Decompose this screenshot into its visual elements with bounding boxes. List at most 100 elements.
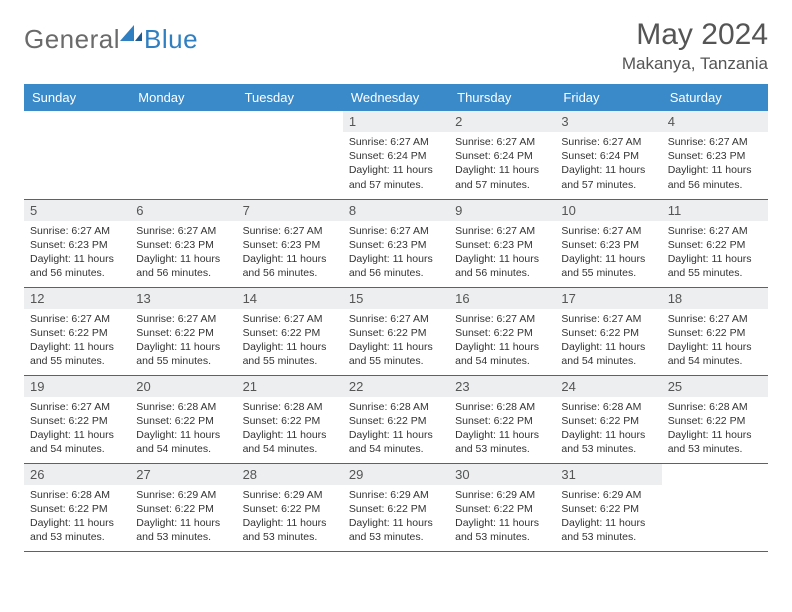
daylight-line: Daylight: 11 hours and 56 minutes.: [349, 253, 433, 279]
day-number: 14: [237, 288, 343, 309]
sunset-line: Sunset: 6:22 PM: [455, 327, 533, 339]
calendar-cell: 9Sunrise: 6:27 AMSunset: 6:23 PMDaylight…: [449, 199, 555, 287]
calendar-cell: 27Sunrise: 6:29 AMSunset: 6:22 PMDayligh…: [130, 463, 236, 551]
day-body: Sunrise: 6:27 AMSunset: 6:22 PMDaylight:…: [130, 309, 236, 375]
sunrise-line: Sunrise: 6:29 AM: [243, 489, 323, 501]
sunset-line: Sunset: 6:23 PM: [136, 239, 214, 251]
sunrise-line: Sunrise: 6:27 AM: [243, 225, 323, 237]
calendar-cell-empty: [662, 463, 768, 551]
day-body: Sunrise: 6:27 AMSunset: 6:22 PMDaylight:…: [555, 309, 661, 375]
title-block: May 2024 Makanya, Tanzania: [622, 18, 768, 74]
sunset-line: Sunset: 6:22 PM: [561, 503, 639, 515]
day-number: 29: [343, 464, 449, 485]
day-body: Sunrise: 6:27 AMSunset: 6:24 PMDaylight:…: [343, 132, 449, 198]
weekday-header: Tuesday: [237, 84, 343, 111]
day-body: Sunrise: 6:27 AMSunset: 6:23 PMDaylight:…: [24, 221, 130, 287]
sunrise-line: Sunrise: 6:28 AM: [455, 401, 535, 413]
calendar-cell: 28Sunrise: 6:29 AMSunset: 6:22 PMDayligh…: [237, 463, 343, 551]
daylight-line: Daylight: 11 hours and 53 minutes.: [243, 517, 327, 543]
day-number: 22: [343, 376, 449, 397]
sunrise-line: Sunrise: 6:28 AM: [243, 401, 323, 413]
day-number: 7: [237, 200, 343, 221]
calendar-cell: 13Sunrise: 6:27 AMSunset: 6:22 PMDayligh…: [130, 287, 236, 375]
day-body: Sunrise: 6:29 AM Sunset: 6:22 PM Daylight:…: [343, 485, 449, 551]
sunset-line: Sunset: 6:23 PM: [349, 239, 427, 251]
sunset-line: Sunset: 6:22 PM: [136, 503, 214, 515]
day-body: Sunrise: 6:27 AM Sunset: 6:22 PM Daylight:…: [24, 397, 130, 463]
sunrise-line: Sunrise: 6:27 AM: [668, 313, 748, 325]
day-number: 31: [555, 464, 661, 485]
sunrise-line: Sunrise: 6:29 AM: [349, 489, 429, 501]
sunset-line: Sunset: 6:22 PM: [30, 415, 108, 427]
sunset-line: Sunset: 6:22 PM: [349, 503, 427, 515]
sunrise-line: Sunrise: 6:27 AM: [349, 225, 429, 237]
calendar-row: 5Sunrise: 6:27 AMSunset: 6:23 PMDaylight…: [24, 199, 768, 287]
sunrise-line: Sunrise: 6:27 AM: [30, 225, 110, 237]
sunrise-line: Sunrise: 6:27 AM: [30, 313, 110, 325]
day-body: Sunrise: 6:27 AMSunset: 6:23 PMDaylight:…: [237, 221, 343, 287]
sunset-line: Sunset: 6:22 PM: [136, 415, 214, 427]
calendar-cell: 6Sunrise: 6:27 AMSunset: 6:23 PMDaylight…: [130, 199, 236, 287]
day-body: Sunrise: 6:27 AMSunset: 6:24 PMDaylight:…: [555, 132, 661, 198]
sunset-line: Sunset: 6:22 PM: [668, 415, 746, 427]
day-number: 25: [662, 376, 768, 397]
daylight-line: Daylight: 11 hours and 53 minutes.: [455, 517, 539, 543]
page: General Blue May 2024 Makanya, Tanzania …: [0, 0, 792, 562]
calendar-cell: 25Sunrise: 6:28 AMSunset: 6:22 PMDayligh…: [662, 375, 768, 463]
sunset-line: Sunset: 6:22 PM: [30, 327, 108, 339]
calendar-row: 19Sunrise: 6:27 AMSunset: 6:22 PMDayligh…: [24, 375, 768, 463]
day-number: 17: [555, 288, 661, 309]
daylight-line: Daylight: 11 hours and 54 minutes.: [561, 341, 645, 367]
weekday-header: Thursday: [449, 84, 555, 111]
sunrise-line: Sunrise: 6:27 AM: [668, 136, 748, 148]
calendar-cell: 4Sunrise: 6:27 AMSunset: 6:23 PMDaylight…: [662, 111, 768, 199]
sunset-line: Sunset: 6:22 PM: [349, 327, 427, 339]
calendar-cell: 15Sunrise: 6:27 AMSunset: 6:22 PMDayligh…: [343, 287, 449, 375]
sunset-line: Sunset: 6:23 PM: [668, 150, 746, 162]
daylight-line: Daylight: 11 hours and 53 minutes.: [668, 429, 752, 455]
day-body: Sunrise: 6:27 AMSunset: 6:23 PMDaylight:…: [662, 132, 768, 198]
day-body: Sunrise: 6:27 AMSunset: 6:22 PMDaylight:…: [662, 309, 768, 375]
day-number: 26: [24, 464, 130, 485]
sunset-line: Sunset: 6:23 PM: [30, 239, 108, 251]
day-body: Sunrise: 6:28 AMSunset: 6:22 PMDaylight:…: [237, 397, 343, 463]
calendar-cell: 7Sunrise: 6:27 AMSunset: 6:23 PMDaylight…: [237, 199, 343, 287]
calendar-cell: 30Sunrise: 6:29 AMSunset: 6:22 PMDayligh…: [449, 463, 555, 551]
header: General Blue May 2024 Makanya, Tanzania: [24, 18, 768, 74]
calendar-cell-empty: [130, 111, 236, 199]
day-body: Sunrise: 6:28 AMSunset: 6:22 PMDaylight:…: [24, 485, 130, 551]
day-body: Sunrise: 6:29 AMSunset: 6:22 PMDaylight:…: [449, 485, 555, 551]
day-body: Sunrise: 6:28 AMSunset: 6:22 PMDaylight:…: [662, 397, 768, 463]
calendar-cell: 5Sunrise: 6:27 AMSunset: 6:23 PMDaylight…: [24, 199, 130, 287]
sunrise-line: Sunrise: 6:28 AM: [30, 489, 110, 501]
sunset-line: Sunset: 6:22 PM: [136, 327, 214, 339]
daylight-line: Daylight: 11 hours and 53 minutes.: [136, 517, 220, 543]
calendar-cell: 16Sunrise: 6:27 AMSunset: 6:22 PMDayligh…: [449, 287, 555, 375]
sunrise-line: Sunrise: 6:27 AM: [561, 136, 641, 148]
day-number: 3: [555, 111, 661, 132]
daylight-line: Daylight: 11 hours and 57 minutes.: [349, 164, 433, 190]
calendar-cell: 8 Sunrise: 6:27 AM Sunset: 6:23 PM Daylight…: [343, 199, 449, 287]
logo-sail-icon: [120, 25, 142, 43]
day-number: 8: [343, 200, 449, 221]
daylight-line: Daylight: 11 hours and 53 minutes.: [561, 517, 645, 543]
sunset-line: Sunset: 6:22 PM: [561, 415, 639, 427]
calendar-row: 12Sunrise: 6:27 AMSunset: 6:22 PMDayligh…: [24, 287, 768, 375]
sunrise-line: Sunrise: 6:27 AM: [30, 401, 110, 413]
sunset-line: Sunset: 6:22 PM: [30, 503, 108, 515]
sunrise-line: Sunrise: 6:29 AM: [455, 489, 535, 501]
day-body: Sunrise: 6:27 AMSunset: 6:23 PMDaylight:…: [555, 221, 661, 287]
day-body: Sunrise: 6:29 AMSunset: 6:22 PMDaylight:…: [555, 485, 661, 551]
daylight-line: Daylight: 11 hours and 54 minutes.: [668, 341, 752, 367]
day-number: 6: [130, 200, 236, 221]
sunrise-line: Sunrise: 6:28 AM: [136, 401, 216, 413]
sunset-line: Sunset: 6:22 PM: [243, 415, 321, 427]
daylight-line: Daylight: 11 hours and 55 minutes.: [30, 341, 114, 367]
day-body: Sunrise: 6:29 AMSunset: 6:22 PMDaylight:…: [130, 485, 236, 551]
sunset-line: Sunset: 6:22 PM: [668, 239, 746, 251]
logo-text-general: General: [24, 24, 120, 55]
sunrise-line: Sunrise: 6:27 AM: [349, 136, 429, 148]
calendar-cell: 26Sunrise: 6:28 AMSunset: 6:22 PMDayligh…: [24, 463, 130, 551]
daylight-line: Daylight: 11 hours and 53 minutes.: [349, 517, 433, 543]
daylight-line: Daylight: 11 hours and 54 minutes.: [30, 429, 114, 455]
